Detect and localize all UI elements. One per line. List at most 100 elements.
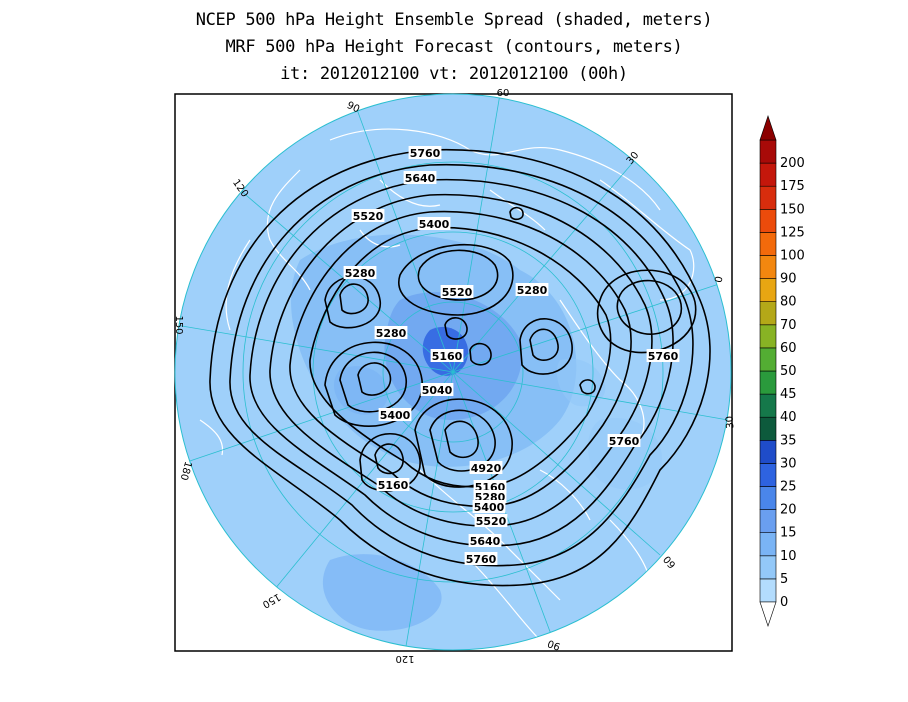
contour-label: 5760 [466, 553, 497, 566]
colorbar-tick-label: 35 [780, 433, 797, 448]
contour-label: 5760 [410, 147, 441, 160]
colorbar-tick-label: 5 [780, 572, 788, 587]
colorbar-box [759, 463, 777, 487]
colorbar-box [759, 393, 777, 418]
colorbar-box [759, 578, 777, 603]
colorbar-tick-label: 15 [780, 526, 797, 541]
contour-label-bg [464, 552, 498, 565]
contour-label-bg [351, 209, 385, 222]
colorbar-tick-label: 40 [780, 410, 797, 425]
contour-label-bg [408, 146, 442, 159]
colorbar-tick-label: 0 [780, 595, 788, 610]
contour-label-bg [473, 480, 507, 493]
contour-label-bg [420, 383, 454, 396]
contour-label-bg [343, 266, 377, 279]
contour-label: 5280 [376, 327, 407, 340]
contour-label: 5400 [380, 409, 411, 422]
contour-label-bg [440, 285, 474, 298]
contour-label: 5400 [419, 218, 450, 231]
colorbar-tick-label: 25 [780, 480, 797, 495]
contour-label: 4920 [471, 462, 502, 475]
colorbar-box [759, 486, 777, 510]
contour-label: 5520 [353, 210, 384, 223]
colorbar-box [759, 555, 777, 580]
contour-label: 5760 [648, 350, 679, 363]
contour-label-bg [607, 434, 641, 447]
title-line-3: it: 2012012100 vt: 2012012100 (00h) [280, 64, 628, 84]
contour-label-bg [403, 171, 437, 184]
colorbar-tick-label: 175 [780, 179, 805, 194]
meridian-label: 0 [714, 275, 726, 283]
meridian-label: 90 [345, 100, 361, 115]
contour-label: 5160 [432, 350, 463, 363]
contour-label-bg [472, 500, 506, 513]
meridian-label: 180 [178, 460, 194, 481]
contour-label: 5640 [470, 535, 501, 548]
meridian-label: 30 [724, 415, 736, 429]
colorbar-tick-label: 45 [780, 387, 797, 402]
colorbar-top-arrow [759, 115, 777, 141]
height-contours [209, 148, 711, 587]
graticule [175, 94, 729, 650]
contour-label-bg [374, 326, 408, 339]
colorbar-tick-label: 60 [780, 341, 797, 356]
contour-label-bg [473, 490, 507, 503]
colorbar-box [759, 185, 777, 210]
colorbar-tick-label: 200 [780, 156, 805, 171]
colorbar-tick-label: 80 [780, 295, 797, 310]
colorbar-box [759, 278, 777, 303]
colorbar-box [759, 162, 777, 187]
contour-label: 5040 [422, 384, 453, 397]
contour-label: 5280 [345, 267, 376, 280]
title-line-1: NCEP 500 hPa Height Ensemble Spread (sha… [195, 10, 713, 30]
title-line-2: MRF 500 hPa Height Forecast (contours, m… [225, 37, 683, 57]
meridian-label: 150 [173, 315, 184, 334]
colorbar-box [759, 255, 777, 279]
colorbar-box [759, 209, 777, 233]
contour-label-bg [468, 534, 502, 547]
colorbar-tick-label: 10 [780, 549, 797, 564]
contour-label-bg [646, 349, 680, 362]
contour-label: 5160 [378, 479, 409, 492]
colorbar-box [759, 439, 777, 464]
meridian-label: 120 [395, 653, 414, 664]
colorbar-tick-label: 125 [780, 225, 805, 240]
colorbar-box [759, 139, 777, 164]
contour-label-bg [417, 217, 451, 230]
contour-label: 5280 [517, 284, 548, 297]
contour-label: 5400 [474, 501, 505, 514]
colorbar-box [759, 532, 777, 557]
contour-label-bg [515, 283, 549, 296]
colorbar-box [759, 509, 777, 534]
colorbar-tick-label: 150 [780, 202, 805, 217]
colorbar-tick-label: 50 [780, 364, 797, 379]
colorbar-tick-label: 30 [780, 456, 797, 471]
contour-label-bg [469, 461, 503, 474]
colorbar: 0 5 10 15 20 25 30 35 40 45 50 60 70 80 90 100 125 150 175… [759, 115, 805, 627]
colorbar-box [759, 324, 777, 349]
contour-label: 5760 [609, 435, 640, 448]
contour-label-bg [474, 514, 508, 527]
colorbar-tick-label: 100 [780, 249, 805, 264]
colorbar-box [759, 370, 777, 395]
colorbar-box [759, 416, 777, 441]
colorbar-box [759, 347, 777, 372]
map-boundary [174, 93, 732, 651]
colorbar-box [759, 301, 777, 326]
contour-label: 5520 [476, 515, 507, 528]
colorbar-tick-label: 20 [780, 503, 797, 518]
contour-label-bg [378, 408, 412, 421]
contour-label-bg [376, 478, 410, 491]
meridian-label: 90 [546, 637, 562, 652]
contour-label-bg [430, 349, 464, 362]
colorbar-bottom-arrow [759, 601, 777, 627]
contour-label: 5640 [405, 172, 436, 185]
contour-label: 5520 [442, 286, 473, 299]
coastlines [199, 128, 695, 641]
colorbar-tick-label: 90 [780, 272, 797, 287]
meridian-label: 60 [497, 88, 510, 99]
colorbar-box [759, 232, 777, 256]
colorbar-tick-label: 70 [780, 318, 797, 333]
